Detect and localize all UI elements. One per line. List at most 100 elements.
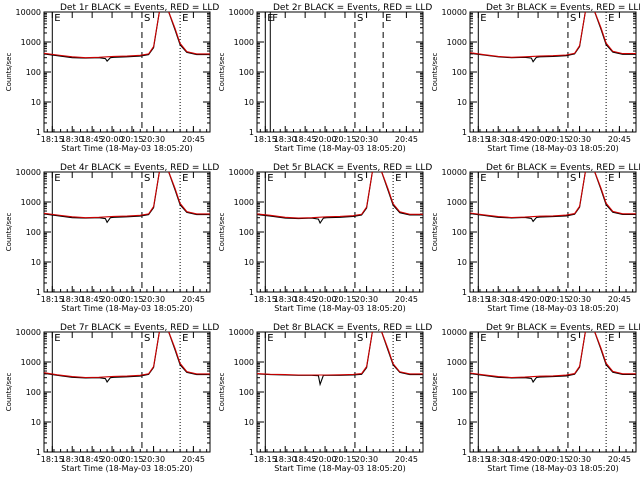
panel-title: Det 7r BLACK = Events, RED = LLD [60, 323, 219, 333]
y-tick-label: 1000 [234, 198, 254, 207]
x-tick-label: 20:30 [568, 455, 591, 464]
x-tick-label: 20:30 [568, 295, 591, 304]
lld-series-line [470, 332, 636, 379]
x-tick-label: 18:45 [294, 455, 317, 464]
y-tick-label: 1 [249, 128, 254, 137]
plot-frame [256, 331, 424, 453]
x-tick-label: 20:15 [546, 295, 569, 304]
y-axis-label: Counts/sec [5, 213, 13, 252]
y-axis-label: Counts/sec [218, 213, 226, 252]
x-tick-label: 20:15 [546, 455, 569, 464]
y-tick-label: 1000 [447, 198, 467, 207]
y-tick-label: 10000 [442, 328, 467, 337]
x-tick-label: 20:30 [142, 455, 165, 464]
x-tick-label: 18:15 [254, 455, 277, 464]
y-axis-label: Counts/sec [218, 53, 226, 92]
lld-series-line [44, 332, 210, 379]
time-marker-label: S [357, 173, 363, 184]
x-tick-label: 18:30 [61, 295, 84, 304]
x-axis-label: Start Time (18-May-03 18:05:20) [61, 464, 192, 473]
detector-panel-9: Det 9r BLACK = Events, RED = LLD Counts/s… [431, 323, 640, 473]
y-tick-label: 10 [457, 98, 467, 107]
detector-panel-4: Det 4r BLACK = Events, RED = LLD Counts/s… [5, 163, 219, 313]
x-tick-label: 20:30 [355, 295, 378, 304]
x-tick-label: 20:15 [546, 135, 569, 144]
lld-series-line [257, 172, 423, 219]
x-tick-label: 20:30 [142, 295, 165, 304]
x-tick-label: 20:15 [333, 455, 356, 464]
x-tick-label: 18:30 [487, 135, 510, 144]
x-tick-label: 20:00 [101, 135, 124, 144]
x-tick-label: 20:30 [355, 455, 378, 464]
time-marker-label: E [182, 13, 188, 24]
detector-panel-7: Det 7r BLACK = Events, RED = LLD Counts/s… [5, 323, 219, 473]
x-tick-label: 20:15 [120, 135, 143, 144]
y-tick-label: 10000 [16, 168, 41, 177]
x-tick-label: 18:15 [254, 135, 277, 144]
x-tick-label: 20:30 [568, 135, 591, 144]
y-tick-label: 10 [31, 258, 41, 267]
y-tick-label: 1 [462, 288, 467, 297]
x-axis-label: Start Time (18-May-03 18:05:20) [487, 304, 618, 313]
y-tick-label: 1000 [234, 38, 254, 47]
time-marker-label: E [395, 173, 401, 184]
y-tick-label: 100 [26, 228, 41, 237]
time-marker-label: E [480, 173, 486, 184]
panel-title: Det 2r BLACK = Events, RED = LLD [273, 3, 432, 13]
x-tick-label: 20:45 [395, 135, 418, 144]
x-tick-label: 18:45 [81, 295, 104, 304]
time-marker-label: E [54, 13, 60, 24]
x-tick-label: 18:45 [507, 295, 530, 304]
x-tick-label: 18:15 [467, 295, 490, 304]
y-axis-label: Counts/sec [5, 53, 13, 92]
time-marker-label: S [144, 333, 150, 344]
x-tick-label: 18:45 [81, 135, 104, 144]
x-axis-label: Start Time (18-May-03 18:05:20) [274, 304, 405, 313]
y-tick-label: 1 [249, 288, 254, 297]
time-marker-label: E [480, 13, 486, 24]
x-tick-label: 18:30 [61, 455, 84, 464]
y-tick-label: 1 [249, 448, 254, 457]
x-tick-label: 20:00 [314, 135, 337, 144]
time-marker-label: E [54, 333, 60, 344]
plot-frame [256, 11, 424, 133]
plot-frame [43, 331, 211, 453]
lld-series-line [44, 12, 210, 59]
x-tick-label: 18:30 [274, 135, 297, 144]
x-tick-label: 18:45 [507, 135, 530, 144]
y-tick-label: 100 [239, 68, 254, 77]
time-marker-label: E [182, 173, 188, 184]
time-marker-label: E [395, 333, 401, 344]
y-tick-label: 10 [31, 98, 41, 107]
time-marker-label: E [182, 333, 188, 344]
x-tick-label: 18:30 [274, 295, 297, 304]
x-tick-label: 20:00 [527, 455, 550, 464]
y-tick-label: 10000 [442, 8, 467, 17]
time-marker-label: S [570, 333, 576, 344]
x-tick-label: 18:15 [41, 295, 64, 304]
detector-panel-3: Det 3r BLACK = Events, RED = LLD Counts/s… [431, 3, 640, 153]
panel-title: Det 4r BLACK = Events, RED = LLD [60, 163, 219, 173]
y-tick-label: 100 [239, 388, 254, 397]
y-tick-label: 1 [462, 448, 467, 457]
time-marker-label: E [608, 173, 614, 184]
plot-frame [469, 11, 637, 133]
y-tick-label: 1000 [21, 198, 41, 207]
x-tick-label: 20:15 [333, 135, 356, 144]
y-tick-label: 1 [36, 448, 41, 457]
time-marker-label: S [357, 333, 363, 344]
panel-title: Det 5r BLACK = Events, RED = LLD [273, 163, 432, 173]
x-tick-label: 18:30 [274, 455, 297, 464]
y-tick-label: 10 [457, 258, 467, 267]
time-marker-label: E [608, 13, 614, 24]
time-marker-label: E [267, 173, 273, 184]
y-axis-label: Counts/sec [431, 373, 439, 412]
panel-title: Det 8r BLACK = Events, RED = LLD [273, 323, 432, 333]
lld-series-line [257, 332, 423, 376]
y-tick-label: 10000 [16, 8, 41, 17]
x-tick-label: 18:45 [81, 455, 104, 464]
x-axis-label: Start Time (18-May-03 18:05:20) [274, 464, 405, 473]
plot-frame [469, 171, 637, 293]
detector-panel-2: Det 2r BLACK = Events, RED = LLD Counts/s… [218, 3, 432, 153]
